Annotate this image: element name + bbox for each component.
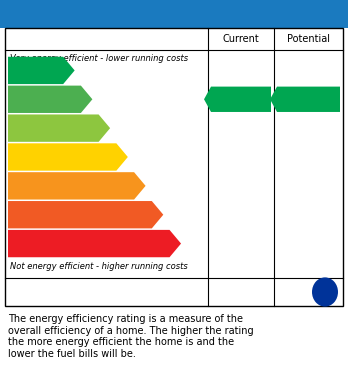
Text: ★: ★ [323,282,327,286]
Text: EU Directive: EU Directive [214,286,274,296]
Text: 83: 83 [301,92,322,107]
Text: Potential: Potential [287,34,330,44]
Text: (55-68): (55-68) [11,152,39,161]
Text: A: A [58,63,70,78]
Text: ★: ★ [330,286,334,290]
Text: 2002/91/EC: 2002/91/EC [214,296,270,306]
Text: ★: ★ [319,297,323,301]
Text: The energy efficiency rating is a measure of the
overall efficiency of a home. T: The energy efficiency rating is a measur… [8,314,254,359]
Text: ★: ★ [323,298,327,302]
Text: (81-91): (81-91) [11,95,39,104]
Text: (21-38): (21-38) [11,210,39,219]
Text: Not energy efficient - higher running costs: Not energy efficient - higher running co… [10,262,188,271]
Text: ★: ★ [327,297,331,301]
Text: ★: ★ [316,294,320,298]
Text: F: F [148,207,158,222]
Text: C: C [94,121,105,136]
Text: ★: ★ [316,286,320,290]
Text: 83: 83 [234,92,255,107]
Text: (1-20): (1-20) [11,239,34,248]
Text: Current: Current [223,34,259,44]
Text: D: D [111,149,124,165]
Text: G: G [164,236,177,251]
Text: ★: ★ [330,294,334,298]
Text: (69-80): (69-80) [11,124,39,133]
Text: Very energy efficient - lower running costs: Very energy efficient - lower running co… [10,54,188,63]
Text: ★: ★ [319,283,323,287]
Text: ★: ★ [327,283,331,287]
Text: Energy Efficiency Rating: Energy Efficiency Rating [69,7,279,22]
Text: B: B [76,92,88,107]
Text: England & Wales: England & Wales [11,283,168,301]
Text: E: E [130,178,140,194]
Text: (92-100): (92-100) [11,66,44,75]
Text: ★: ★ [315,290,319,294]
Text: ★: ★ [331,290,335,294]
Text: (39-54): (39-54) [11,181,39,190]
